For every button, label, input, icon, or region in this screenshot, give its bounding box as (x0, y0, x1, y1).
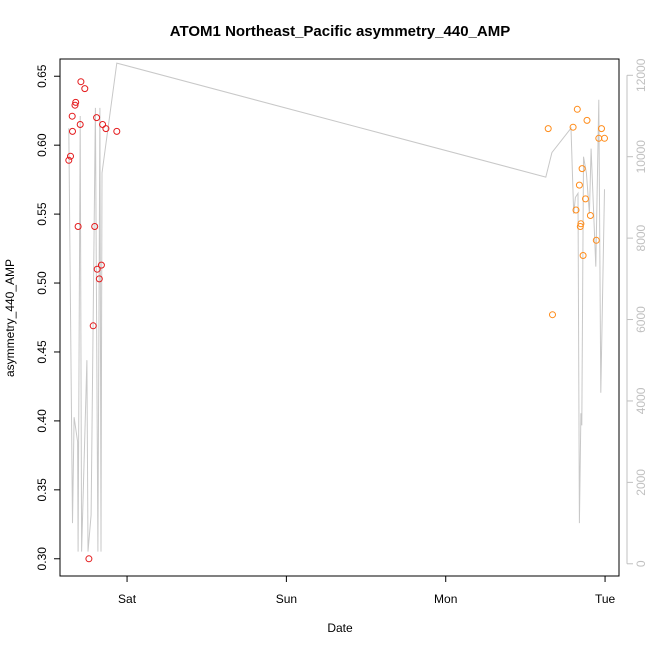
data-point-series2 (583, 116, 591, 124)
data-point-series2 (577, 220, 585, 228)
y2-tick-label: 0 (634, 560, 648, 567)
data-point-series1 (91, 223, 99, 230)
x-tick-label: Sun (276, 592, 297, 606)
data-point-series2 (579, 252, 587, 259)
data-point-series1 (68, 112, 76, 120)
chart-title: ATOM1 Northeast_Pacific asymmetry_440_AM… (170, 23, 510, 40)
x-tick-label: Sat (118, 592, 137, 606)
data-point-series1 (74, 223, 82, 230)
data-point-series1 (113, 127, 121, 135)
data-point-series1 (93, 265, 101, 273)
data-point-series2 (586, 212, 594, 219)
y-tick-label: 0.30 (35, 547, 49, 571)
data-point-series2 (575, 181, 583, 189)
y2-tick-label: 10000 (634, 140, 648, 174)
left-axis: 0.30 0.35 0.40 0.45 0.50 0.55 0.60 0.65 (35, 64, 60, 570)
data-point-series2 (549, 311, 556, 319)
y-tick-label: 0.65 (35, 64, 49, 88)
bottom-axis: Sat Sun Mon Tue (118, 576, 615, 606)
x-tick-label: Tue (595, 592, 616, 606)
data-point-series1 (69, 127, 76, 135)
data-point-series2 (573, 105, 581, 113)
y2-tick-label: 2000 (634, 469, 648, 496)
data-point-series2 (578, 165, 586, 173)
y2-tick-label: 8000 (634, 224, 648, 251)
y-axis-label: asymmetry_440_AMP (3, 259, 17, 377)
data-point-series2 (598, 125, 605, 133)
data-point-series1 (67, 152, 74, 160)
y-tick-label: 0.40 (35, 409, 49, 433)
right-axis: 0 2000 4000 6000 8000 10000 12000 (626, 58, 648, 567)
data-point-series1 (93, 114, 101, 122)
data-point-series2 (582, 195, 589, 203)
scatter-points-layer (65, 78, 608, 563)
data-point-series2 (601, 134, 608, 142)
data-point-series1 (95, 275, 103, 283)
y-tick-label: 0.35 (35, 478, 49, 502)
data-point-series2 (592, 236, 600, 244)
data-point-series2 (544, 125, 552, 133)
data-point-series1 (71, 101, 79, 109)
data-point-series2 (576, 223, 584, 230)
data-point-series2 (572, 206, 580, 214)
y-tick-label: 0.50 (35, 271, 49, 295)
y2-tick-label: 4000 (634, 387, 648, 414)
y-tick-label: 0.45 (35, 340, 49, 364)
data-point-series1 (77, 78, 85, 86)
data-point-series1 (102, 125, 110, 133)
data-point-series1 (76, 121, 84, 128)
data-point-series1 (85, 555, 93, 563)
plot-frame (59, 58, 620, 577)
data-point-series1 (65, 156, 73, 164)
data-point-series2 (569, 123, 577, 131)
x-axis-label: Date (327, 621, 353, 635)
x-tick-label: Mon (434, 592, 457, 606)
y-tick-label: 0.60 (35, 133, 49, 157)
y-tick-label: 0.55 (35, 202, 49, 226)
y2-tick-label: 6000 (634, 306, 648, 333)
y2-tick-label: 12000 (634, 58, 648, 92)
data-point-series1 (89, 322, 97, 330)
data-point-series1 (81, 85, 89, 93)
data-point-series1 (72, 98, 80, 106)
data-point-series1 (97, 261, 105, 269)
